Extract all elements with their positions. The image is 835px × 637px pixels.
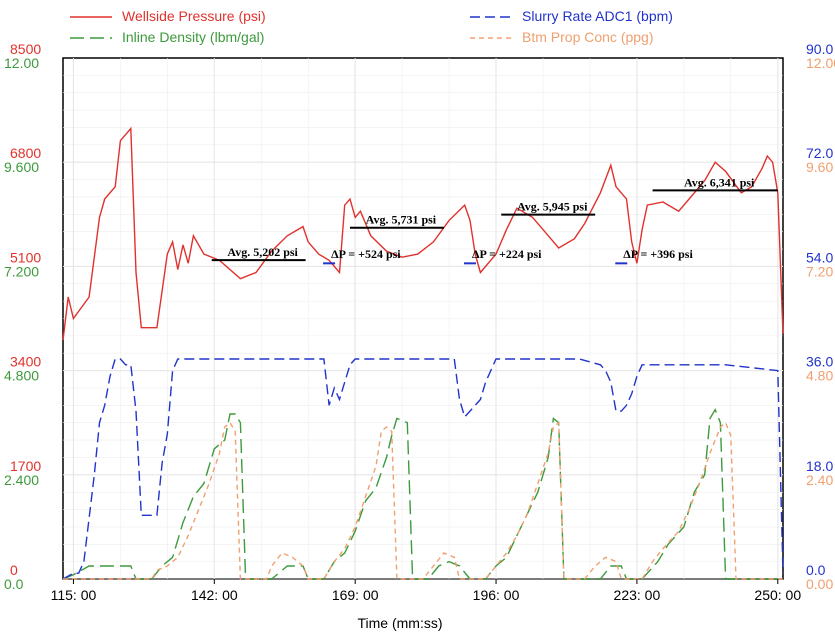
legend-label: Slurry Rate ADC1 (bpm) <box>522 8 673 24</box>
average-label: Avg. 5,202 psi <box>227 245 298 259</box>
y-tick-label-left-outer: 8500 <box>10 41 41 57</box>
legend-label: Inline Density (lbm/gal) <box>122 29 264 45</box>
axis-layer: 8500 6800 5100 3400 1700 0 12.00 9.600 7.200 4.80… <box>4 41 835 603</box>
y-tick-label-right-outer: 18.0 <box>806 458 833 474</box>
y-tick-label-right-inner: 0.00 <box>806 576 833 592</box>
grid-lines <box>63 58 783 580</box>
y-tick-label-left-outer: 0 <box>10 562 18 578</box>
series-line-btm <box>63 421 783 580</box>
y-tick-label-left-inner: 9.600 <box>4 159 39 175</box>
delta-label: ΔP = +396 psi <box>623 247 693 261</box>
y-tick-label-right-inner: 4.80 <box>806 368 833 384</box>
annotation-layer: Avg. 5,202 psi Avg. 5,731 psi Avg. 5,945 p… <box>211 175 778 265</box>
y-tick-label-left-outer: 6800 <box>10 145 41 161</box>
y-tick-label-right-inner: 7.20 <box>806 263 833 279</box>
average-label: Avg. 5,945 psi <box>517 200 588 214</box>
series-line-wellside <box>62 126 784 341</box>
y-tick-label-left-outer: 1700 <box>10 458 41 474</box>
average-label: Avg. 6,341 psi <box>684 175 755 189</box>
y-tick-label-right-inner: 12.00 <box>806 55 835 71</box>
average-label: Avg. 5,731 psi <box>366 213 437 227</box>
y-tick-label-right-inner: 2.40 <box>806 472 833 488</box>
legend-label: Btm Prop Conc (ppg) <box>522 29 654 45</box>
x-tick-label: 250: 00 <box>754 587 801 603</box>
series-line-inline <box>62 408 783 580</box>
delta-label: ΔP = +224 psi <box>472 247 542 261</box>
y-tick-label-right-outer: 36.0 <box>806 354 833 370</box>
y-tick-label-right-outer: 90.0 <box>806 41 833 57</box>
y-tick-label-left-inner: 2.400 <box>4 472 39 488</box>
x-axis-title: Time (mm:ss) <box>357 615 442 631</box>
y-tick-label-left-inner: 0.0 <box>4 576 24 592</box>
y-tick-label-right-outer: 72.0 <box>806 145 833 161</box>
legend: Wellside Pressure (psi) Inline Density (l… <box>70 8 673 45</box>
y-tick-label-right-inner: 9.60 <box>806 159 833 175</box>
y-tick-label-right-outer: 0.0 <box>806 562 826 578</box>
y-tick-label-left-outer: 5100 <box>10 249 41 265</box>
y-tick-label-left-inner: 4.800 <box>4 368 39 384</box>
y-tick-label-right-outer: 54.0 <box>806 249 833 265</box>
x-tick-label: 142: 00 <box>191 587 238 603</box>
y-tick-label-left-inner: 7.200 <box>4 263 39 279</box>
legend-label: Wellside Pressure (psi) <box>122 8 266 24</box>
x-tick-label: 196: 00 <box>473 587 520 603</box>
y-tick-label-left-inner: 12.00 <box>4 55 39 71</box>
series-layer <box>62 126 784 580</box>
delta-label: ΔP = +524 psi <box>331 247 401 261</box>
x-tick-label: 223: 00 <box>614 587 661 603</box>
x-tick-label: 115: 00 <box>51 587 97 603</box>
x-tick-label: 169: 00 <box>332 587 379 603</box>
series-line-slurry <box>62 358 784 580</box>
y-tick-label-left-outer: 3400 <box>10 354 41 370</box>
